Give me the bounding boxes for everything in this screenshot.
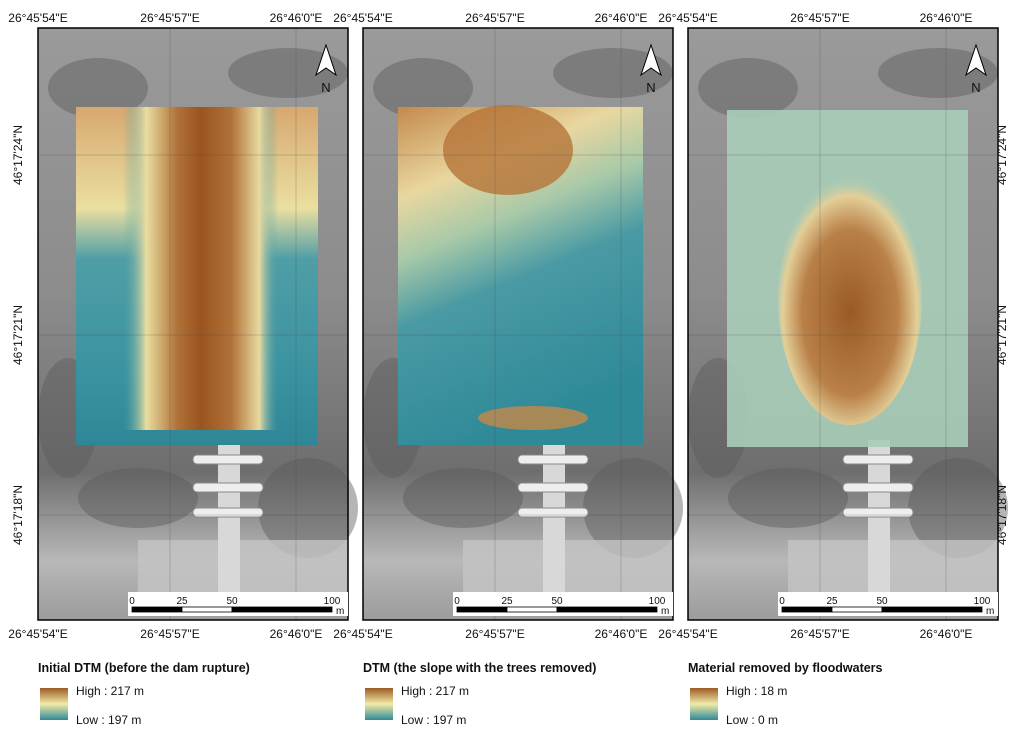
legend-title: Material removed by floodwaters <box>688 661 883 675</box>
maps: 26°45'54"E 26°45'57"E 26°46'0"E 26°45'54"E 2… <box>8 11 1009 727</box>
scale-segment <box>557 607 657 612</box>
scale-label: 0 <box>779 596 785 607</box>
road <box>788 540 998 595</box>
dam-pier <box>193 508 263 517</box>
lon-label: 26°46'0"E <box>270 627 323 641</box>
north-label: N <box>321 80 330 95</box>
scale-label: 50 <box>551 596 563 607</box>
dam-pier <box>843 508 913 517</box>
dam-pier <box>518 455 588 464</box>
lon-label: 26°46'0"E <box>920 11 973 25</box>
lat-label: 46°17'18"N <box>995 485 1009 545</box>
lon-label: 26°45'57"E <box>140 11 199 25</box>
legend-ramp <box>365 688 393 720</box>
lon-label: 26°45'54"E <box>333 627 392 641</box>
scale-segment <box>507 607 557 612</box>
map-panel: 26°45'54"E 26°45'57"E 26°46'0"E 26°45'54"E 2… <box>8 11 358 727</box>
dam-pier <box>193 455 263 464</box>
road <box>463 540 673 595</box>
lat-label: 46°17'24"N <box>11 125 25 185</box>
lon-label: 26°45'57"E <box>140 627 199 641</box>
lon-label: 26°45'54"E <box>658 11 717 25</box>
legend-title: Initial DTM (before the dam rupture) <box>38 661 250 675</box>
lon-label: 26°45'54"E <box>333 11 392 25</box>
legend-high: High : 217 m <box>76 684 144 698</box>
dam-pier <box>843 483 913 492</box>
dam-pier <box>518 483 588 492</box>
terrain-shade <box>78 468 198 528</box>
legend-ramp <box>690 688 718 720</box>
scale-unit: m <box>336 606 344 617</box>
legend-title: DTM (the slope with the trees removed) <box>363 661 596 675</box>
dam-pier <box>518 508 588 517</box>
legend-high: High : 217 m <box>401 684 469 698</box>
scale-label: 25 <box>176 596 188 607</box>
scale-label: 0 <box>454 596 460 607</box>
scale-unit: m <box>986 606 994 617</box>
terrain-shade <box>728 468 848 528</box>
dtm-high <box>478 406 588 430</box>
north-label: N <box>971 80 980 95</box>
lon-label: 26°45'57"E <box>790 11 849 25</box>
lon-label: 26°45'57"E <box>465 11 524 25</box>
scale-label: 50 <box>226 596 238 607</box>
dam-pier <box>843 455 913 464</box>
scale-unit: m <box>661 606 669 617</box>
scale-label: 25 <box>501 596 513 607</box>
lat-label: 46°17'21"N <box>11 305 25 365</box>
dtm-overlay <box>123 107 278 430</box>
lon-label: 26°46'0"E <box>920 627 973 641</box>
legend-high: High : 18 m <box>726 684 787 698</box>
map-panel: 26°45'54"E 26°45'57"E 26°46'0"E 26°45'54"E 2… <box>658 11 1009 727</box>
scale-segment <box>882 607 982 612</box>
lon-label: 26°46'0"E <box>595 11 648 25</box>
scale-segment <box>457 607 507 612</box>
lon-label: 26°45'57"E <box>790 627 849 641</box>
lon-label: 26°46'0"E <box>270 11 323 25</box>
scale-bg <box>453 592 673 616</box>
scale-label: 25 <box>826 596 838 607</box>
scale-segment <box>232 607 332 612</box>
scale-bg <box>128 592 348 616</box>
lon-label: 26°45'54"E <box>8 627 67 641</box>
dam-pier <box>193 483 263 492</box>
lon-label: 26°45'54"E <box>658 627 717 641</box>
figure: 26°45'54"E 26°45'57"E 26°46'0"E 26°45'54"E 2… <box>0 0 1014 729</box>
removed-material <box>778 175 922 425</box>
scale-segment <box>832 607 882 612</box>
scale-segment <box>182 607 232 612</box>
scale-label: 0 <box>129 596 135 607</box>
lat-label: 46°17'24"N <box>995 125 1009 185</box>
terrain-shade <box>698 58 798 118</box>
scale-segment <box>132 607 182 612</box>
dtm-high <box>443 105 573 195</box>
scale-bg <box>778 592 998 616</box>
north-label: N <box>646 80 655 95</box>
terrain-shade <box>403 468 523 528</box>
scale-label: 50 <box>876 596 888 607</box>
scale-segment <box>782 607 832 612</box>
lon-label: 26°46'0"E <box>595 627 648 641</box>
legend-low: Low : 197 m <box>401 713 466 727</box>
legend-low: Low : 197 m <box>76 713 141 727</box>
legend-ramp <box>40 688 68 720</box>
lat-label: 46°17'21"N <box>995 305 1009 365</box>
lon-label: 26°45'54"E <box>8 11 67 25</box>
lon-label: 26°45'57"E <box>465 627 524 641</box>
lat-label: 46°17'18"N <box>11 485 25 545</box>
road <box>138 540 348 595</box>
map-panel: 26°45'54"E 26°45'57"E 26°46'0"E 26°45'54"E 2… <box>333 11 683 727</box>
legend-low: Low : 0 m <box>726 713 778 727</box>
